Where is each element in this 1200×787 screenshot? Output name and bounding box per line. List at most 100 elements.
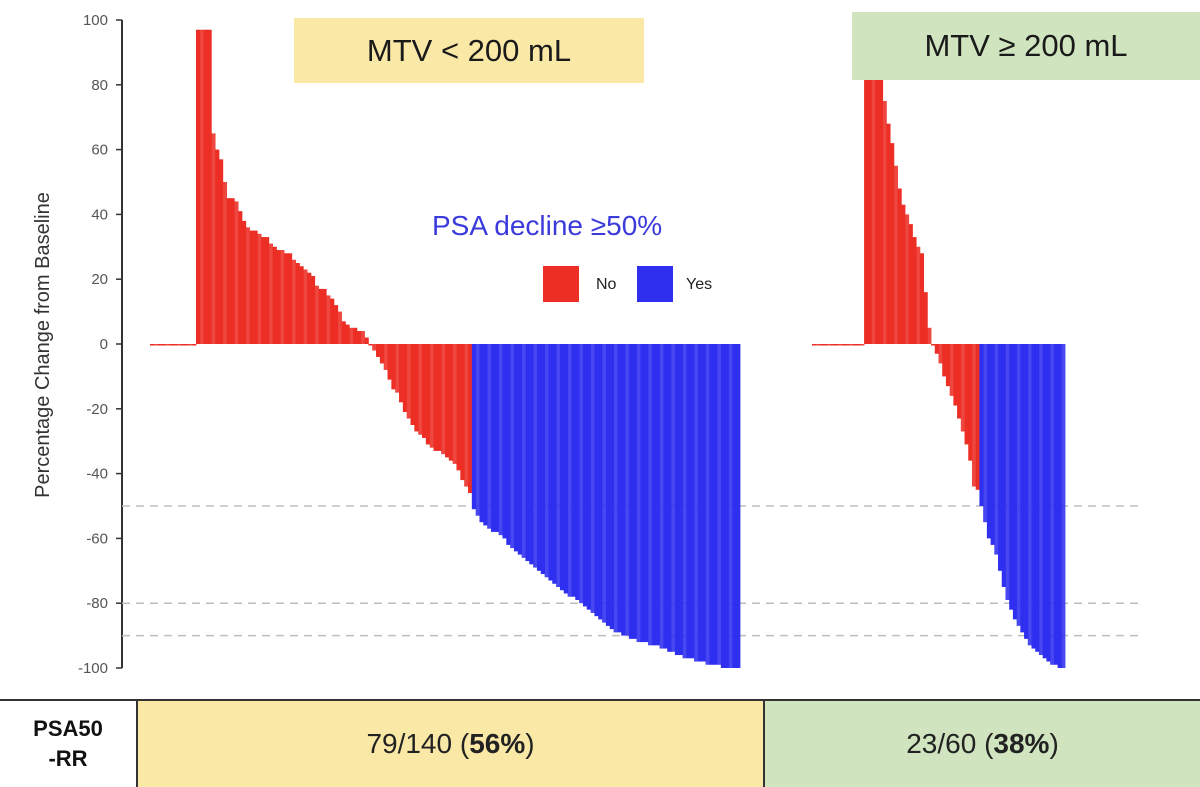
bar-no xyxy=(897,188,902,344)
bar-no xyxy=(938,344,943,364)
bar-no xyxy=(280,250,285,344)
bar-no xyxy=(452,344,457,464)
bar-no xyxy=(460,344,465,481)
bar-yes xyxy=(674,344,680,656)
y-tick-label: -40 xyxy=(86,466,108,483)
panel-label-low-mtv: MTV < 200 mL xyxy=(294,18,644,83)
bar-no xyxy=(318,288,323,344)
bar-no xyxy=(964,344,969,445)
bar-no xyxy=(953,344,958,406)
y-tick-label: -60 xyxy=(86,530,108,547)
bar-yes xyxy=(694,344,699,662)
bar-no xyxy=(257,233,262,344)
bar-no xyxy=(364,337,369,344)
rr-right-pct: 38% xyxy=(993,728,1050,759)
bar-no xyxy=(960,344,965,432)
bar-no xyxy=(330,298,335,344)
bar-no xyxy=(418,344,423,435)
bar-yes xyxy=(571,344,576,597)
bar-no xyxy=(264,237,270,344)
bar-no xyxy=(268,243,273,344)
bar-no xyxy=(150,344,155,346)
bar-no xyxy=(176,344,182,346)
bar-no xyxy=(287,253,293,344)
bar-yes xyxy=(483,344,488,526)
bar-yes xyxy=(525,344,530,562)
bar-yes xyxy=(1024,344,1029,639)
bar-yes xyxy=(536,344,542,571)
bar-yes xyxy=(513,344,519,552)
bar-no xyxy=(445,344,450,458)
bar-no xyxy=(871,36,876,344)
y-tick-label: 20 xyxy=(91,271,108,288)
y-tick-label: 80 xyxy=(91,77,108,94)
bar-no xyxy=(310,275,316,344)
response-rate-high-mtv: 23/60 (38%) xyxy=(765,701,1200,787)
bar-yes xyxy=(529,344,534,565)
bar-yes xyxy=(579,344,584,604)
waterfall-chart: 100 80 60 40 20 0 -20 -40 -60 -80 -100 Percentage … xyxy=(32,12,1138,677)
bar-no xyxy=(180,344,185,346)
response-rate-row: PSA50 -RR 79/140 (56%) 23/60 (38%) xyxy=(0,699,1200,787)
bar-yes xyxy=(479,344,484,523)
bar-no xyxy=(153,344,159,346)
bar-no xyxy=(349,327,354,344)
bar-yes xyxy=(475,344,480,516)
bar-no xyxy=(968,344,973,461)
bar-no xyxy=(448,344,454,461)
bar-no xyxy=(927,327,932,344)
bar-no xyxy=(949,344,954,396)
y-axis-title: Percentage Change from Baseline xyxy=(32,192,54,498)
rr-right-count: 23/60 xyxy=(906,728,977,759)
bar-no xyxy=(356,331,362,344)
bar-yes xyxy=(556,344,561,587)
bar-no xyxy=(942,344,947,377)
bar-yes xyxy=(575,344,580,600)
bar-no xyxy=(908,224,913,344)
bar-no xyxy=(875,58,880,344)
bar-yes xyxy=(705,344,710,665)
bar-no xyxy=(199,29,205,344)
bar-no xyxy=(326,295,331,344)
bar-yes xyxy=(544,344,549,578)
bar-yes xyxy=(506,344,511,545)
bar-yes xyxy=(552,344,557,584)
bar-yes xyxy=(582,344,588,607)
bar-no xyxy=(467,344,473,494)
bar-no xyxy=(379,344,385,364)
bar-yes xyxy=(621,344,626,636)
y-tick-label: -20 xyxy=(86,401,108,418)
bar-yes xyxy=(605,344,611,626)
bar-yes xyxy=(521,344,526,558)
bar-yes xyxy=(540,344,546,575)
panel-label-high-mtv: MTV ≥ 200 mL xyxy=(852,12,1200,80)
legend-key-no xyxy=(543,266,579,302)
bar-yes xyxy=(625,344,630,636)
bar-yes xyxy=(671,344,676,652)
bar-no xyxy=(441,344,446,455)
bar-no xyxy=(192,344,197,346)
bar-no xyxy=(852,344,858,346)
bar-no xyxy=(945,344,951,387)
bar-no xyxy=(241,220,247,344)
bar-no xyxy=(856,344,861,346)
bar-no xyxy=(360,331,365,344)
response-rate-low-mtv: 79/140 (56%) xyxy=(138,701,765,787)
bar-no xyxy=(215,149,220,344)
bar-no xyxy=(425,344,431,445)
bar-no xyxy=(395,344,400,393)
bar-yes xyxy=(498,344,503,536)
bar-no xyxy=(238,211,243,344)
bar-yes xyxy=(651,344,657,646)
bar-yes xyxy=(736,344,741,668)
bar-no xyxy=(195,29,201,344)
bar-no xyxy=(299,266,304,344)
bar-no xyxy=(284,253,289,344)
bar-no xyxy=(931,344,936,346)
legend-label-yes: Yes xyxy=(686,276,713,293)
y-tick-label: 40 xyxy=(91,206,108,223)
bar-yes xyxy=(628,344,634,639)
bar-yes xyxy=(613,344,618,633)
bar-no xyxy=(975,344,980,490)
bar-yes xyxy=(644,344,649,643)
